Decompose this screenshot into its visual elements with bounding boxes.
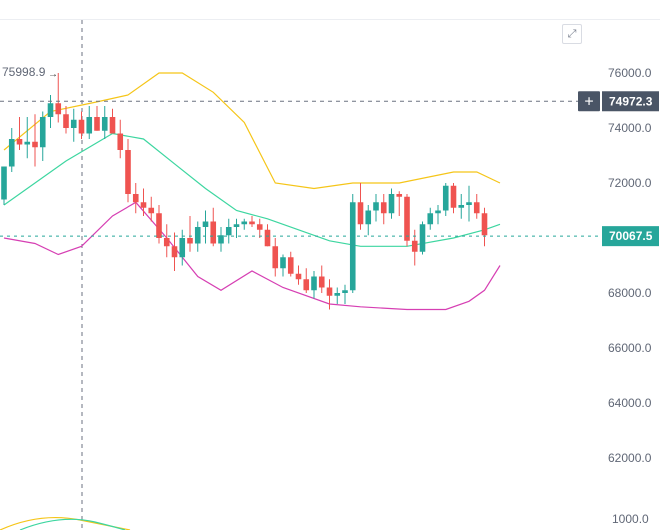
candle-body	[388, 194, 395, 214]
volume-axis-label: 1000.0	[612, 512, 649, 526]
candle-body	[450, 185, 457, 208]
candle-body	[218, 235, 224, 244]
candle-body	[318, 276, 325, 288]
candle-body	[272, 246, 279, 269]
candle-body	[117, 133, 124, 150]
candle-body	[32, 141, 38, 148]
candle-body	[39, 117, 46, 148]
y-axis-tick-label: 72000.0	[608, 176, 652, 190]
candle-body	[473, 202, 480, 214]
y-axis-tick-label: 64000.0	[608, 396, 652, 410]
plus-icon[interactable]: +	[584, 93, 593, 110]
candle-body	[287, 257, 294, 274]
y-axis-tick-label: 68000.0	[608, 286, 652, 300]
candle-body	[326, 287, 333, 296]
candle-body	[419, 224, 426, 252]
y-axis-tick-label: 76000.0	[608, 66, 652, 80]
candle-body	[1, 166, 7, 200]
candle-body	[380, 202, 387, 214]
candle-body	[264, 229, 271, 247]
candle-body	[132, 194, 139, 203]
candle-body	[109, 117, 116, 134]
candle-body	[233, 224, 240, 227]
y-axis-tick-label: 62000.0	[608, 451, 652, 465]
candle-body	[47, 103, 54, 117]
candle-body	[256, 224, 263, 230]
y-axis-tick-label: 66000.0	[608, 341, 652, 355]
candle-body	[156, 213, 162, 238]
candle-body	[481, 213, 488, 236]
candle-body	[55, 103, 62, 115]
candle-body	[442, 185, 449, 211]
bollinger-upper-line	[3, 72, 501, 190]
candle-body	[225, 227, 232, 236]
candle-body	[179, 238, 186, 258]
crosshair-price-badge	[602, 91, 659, 112]
candle-body	[411, 240, 418, 252]
y-axis-tick-label: 74000.0	[608, 121, 652, 135]
candle-body	[78, 119, 85, 134]
expand-icon[interactable]: ⤢	[562, 24, 582, 44]
candle-body	[458, 205, 465, 208]
candle-body	[171, 246, 178, 258]
candle-body	[466, 202, 472, 205]
candle-body	[365, 210, 372, 225]
candle-body	[342, 290, 348, 293]
candle-body	[194, 227, 201, 244]
candle-body	[187, 238, 193, 244]
candle-body	[101, 117, 108, 131]
candle-body	[349, 202, 356, 291]
candle-body	[303, 279, 310, 291]
candle-body	[241, 221, 248, 225]
candle-body	[8, 139, 15, 167]
candle-body	[295, 273, 302, 280]
candle-body	[249, 221, 255, 225]
bollinger-middle-line	[3, 132, 501, 247]
last-price-badge	[602, 226, 659, 247]
high-price-label: 75998.9	[2, 65, 46, 79]
candle-body	[70, 119, 77, 128]
candle-body	[140, 202, 147, 208]
candle-body	[311, 276, 317, 291]
volume-indicator-curve	[19, 518, 126, 530]
candle-body	[63, 114, 69, 128]
candle-body	[404, 196, 410, 241]
candle-body	[373, 202, 379, 211]
candle-body	[357, 202, 364, 225]
candle-body	[210, 221, 217, 244]
last-price-label: 70067.5	[609, 229, 653, 243]
candle-body	[125, 150, 131, 194]
candle-body	[280, 257, 286, 269]
candle-body	[334, 293, 341, 296]
top-divider	[0, 19, 660, 20]
candle-body	[396, 194, 403, 197]
bollinger-lower-line	[3, 201, 501, 311]
candle-body	[148, 207, 155, 214]
candle-body	[86, 117, 93, 134]
candle-body	[427, 213, 434, 225]
candle-body	[163, 238, 170, 247]
crosshair-add-button	[578, 91, 600, 112]
candle-body	[202, 221, 209, 227]
candle-body	[435, 210, 441, 214]
candle-body	[94, 117, 100, 131]
crosshair-price-label: 74972.3	[609, 94, 653, 108]
high-price-arrow-icon: →	[48, 69, 58, 80]
candle-body	[24, 141, 31, 145]
candle-body	[16, 139, 23, 145]
